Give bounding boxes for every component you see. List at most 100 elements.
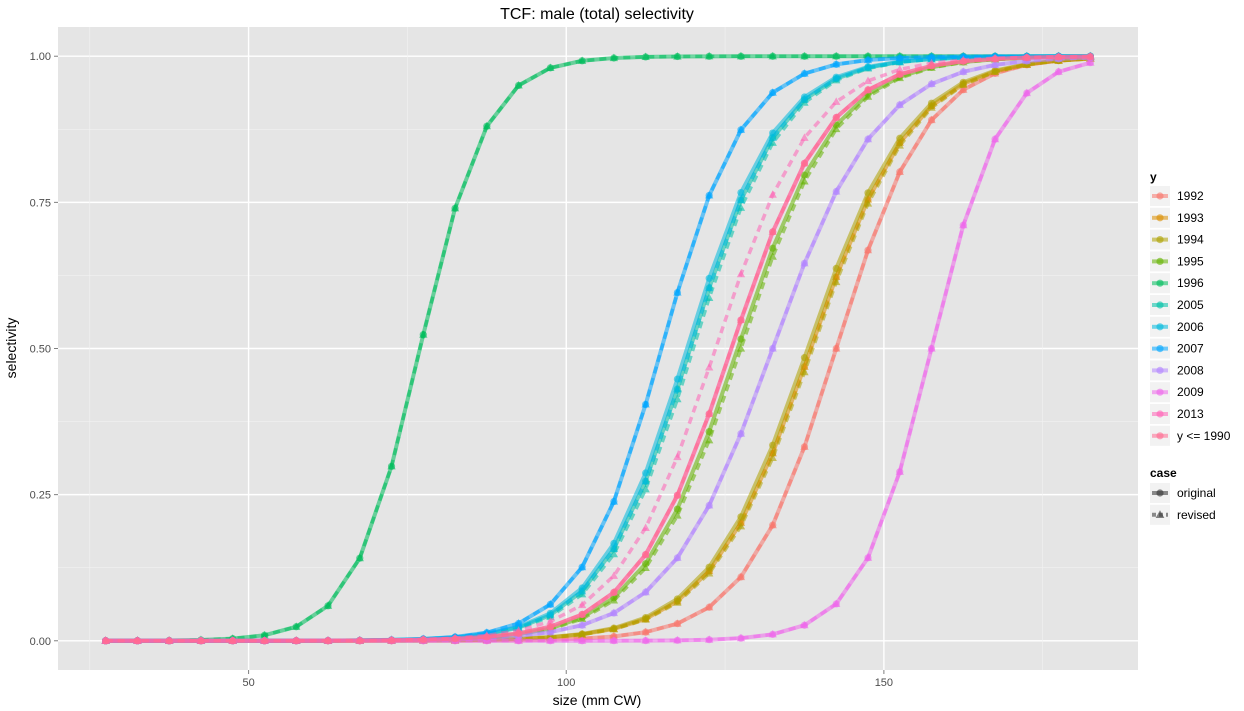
legend-key-point (1156, 345, 1164, 353)
legend-case-item: original (1150, 483, 1216, 503)
legend-item: 2005 (1150, 295, 1204, 315)
line-revised (105, 55, 1091, 643)
x-tick-label: 100 (557, 677, 575, 689)
point-revised (641, 563, 650, 572)
point-revised (577, 56, 587, 64)
legend-label: 2005 (1177, 298, 1204, 312)
point-revised (260, 636, 269, 644)
point-original (705, 563, 713, 571)
point-revised (768, 344, 777, 352)
point-revised (736, 344, 746, 352)
point-revised (736, 315, 746, 324)
point-revised (609, 595, 619, 604)
point-original (642, 469, 650, 477)
point-revised (704, 283, 714, 292)
point-revised (736, 269, 746, 278)
point-revised (514, 81, 523, 89)
legend-label: 2007 (1177, 342, 1204, 356)
legend-label: 2006 (1177, 320, 1204, 334)
point-revised (673, 553, 682, 561)
point-revised (927, 52, 936, 61)
point-revised (863, 85, 873, 93)
point-revised (577, 600, 587, 609)
point-revised (419, 330, 428, 338)
point-revised (292, 636, 301, 644)
legend-item: 1995 (1150, 251, 1204, 272)
point-revised (927, 344, 936, 352)
point-revised (546, 599, 555, 608)
point-revised (641, 484, 650, 493)
point-revised (546, 636, 555, 644)
point-revised (101, 636, 110, 644)
point-revised (355, 553, 364, 562)
point-revised (609, 608, 619, 617)
axes: 0.00 0.25 0.50 0.75 1.00 50 100 150 (30, 51, 893, 689)
point-revised (641, 476, 650, 485)
y-tick-label: 0.00 (30, 636, 51, 648)
legend-key-point (1156, 257, 1164, 265)
point-revised (641, 587, 650, 596)
point-revised (927, 115, 936, 124)
point-revised (546, 617, 555, 625)
point-revised (387, 461, 396, 470)
point-revised (990, 134, 1000, 143)
point-revised (927, 103, 936, 111)
point-revised (800, 133, 809, 141)
point-revised (164, 636, 174, 644)
point-revised (673, 52, 682, 60)
point-original (896, 134, 904, 142)
point-revised (863, 199, 873, 207)
x-axis-title: size (mm CW) (553, 692, 642, 708)
point-revised (1054, 67, 1063, 75)
point-revised (673, 384, 682, 393)
legend-label: 1995 (1177, 254, 1204, 268)
legend-key-point (1156, 279, 1164, 287)
point-revised (577, 620, 587, 629)
point-revised (673, 598, 682, 606)
point-revised (800, 367, 809, 376)
point-revised (1054, 52, 1063, 61)
point-revised (133, 636, 142, 644)
point-revised (832, 74, 841, 82)
point-revised (863, 55, 873, 64)
legend-case-item: revised (1150, 504, 1216, 525)
point-revised (800, 95, 809, 103)
point-revised (609, 571, 619, 579)
point-revised (768, 88, 777, 96)
point-revised (832, 59, 841, 68)
legend-item: 2007 (1150, 338, 1204, 359)
point-revised (641, 550, 650, 558)
point-revised (514, 628, 523, 637)
legend-key-point (1156, 432, 1164, 440)
point-revised (514, 619, 523, 627)
legend-item: 2013 (1150, 404, 1204, 424)
point-revised (609, 544, 619, 553)
point-revised (959, 85, 968, 93)
legend-label: 1993 (1177, 211, 1204, 225)
point-revised (577, 562, 587, 571)
point-revised (768, 190, 777, 198)
legend-key-point (1156, 366, 1164, 374)
point-revised (832, 344, 841, 352)
chart-title: TCF: male (total) selectivity (500, 6, 694, 23)
point-original (864, 189, 872, 197)
legend-label: original (1177, 486, 1216, 500)
point-revised (546, 622, 555, 630)
y-tick-label: 0.25 (30, 490, 51, 502)
point-revised (990, 67, 1000, 76)
point-original (705, 428, 713, 436)
legend-key-point (1156, 410, 1164, 418)
legend-key-point (1155, 510, 1165, 519)
y-tick-label: 1.00 (30, 51, 51, 63)
point-revised (323, 601, 333, 609)
point-revised (832, 51, 841, 60)
point-revised (577, 636, 587, 644)
point-revised (832, 599, 841, 608)
point-revised (609, 624, 619, 633)
line-revised (105, 56, 1091, 643)
point-revised (609, 587, 619, 596)
point-revised (832, 187, 841, 195)
point-revised (736, 633, 746, 642)
point-revised (641, 627, 650, 636)
